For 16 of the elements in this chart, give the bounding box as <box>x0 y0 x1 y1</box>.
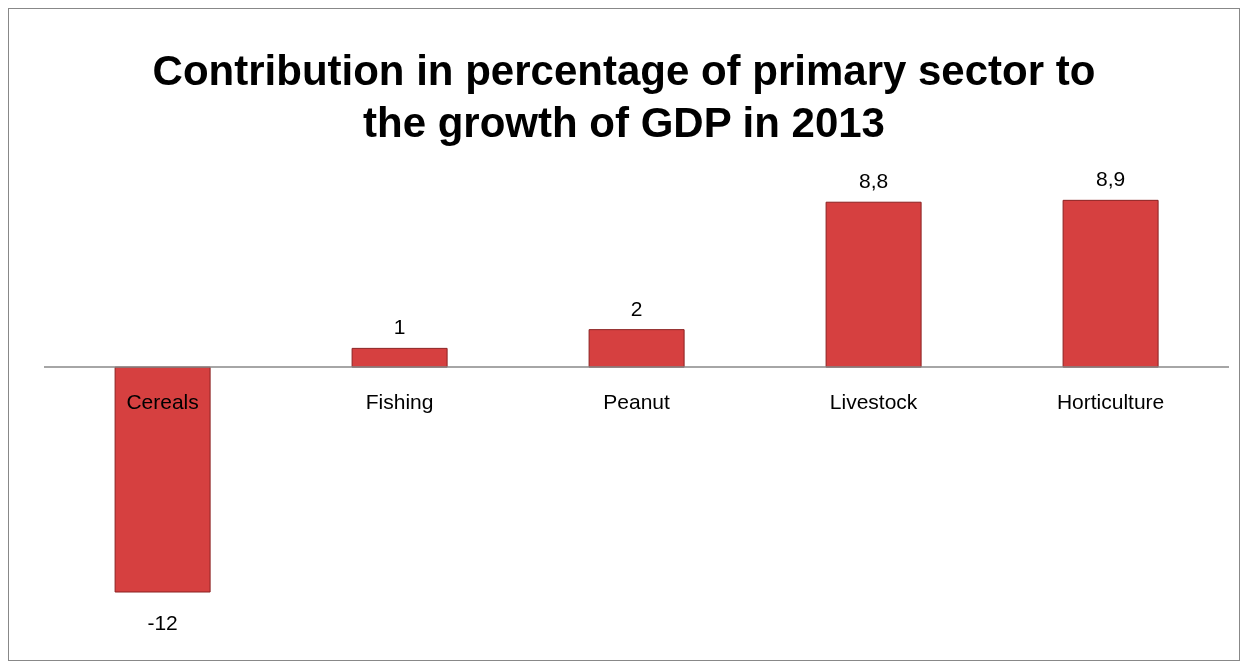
data-label: 8,8 <box>859 169 889 193</box>
x-tick-label: Livestock <box>829 390 918 414</box>
x-tick-label: Cereals <box>126 390 199 414</box>
chart-title: Contribution in percentage of primary sector to the growth of GDP in 2013 <box>151 46 1097 148</box>
bar <box>588 329 685 368</box>
bar <box>825 201 922 368</box>
bar <box>1062 199 1159 368</box>
data-label: -12 <box>147 611 178 634</box>
data-label: 8,9 <box>1096 167 1126 191</box>
x-tick-label: Fishing <box>365 390 434 414</box>
x-tick-label: Peanut <box>603 390 671 414</box>
data-label: 2 <box>630 296 643 320</box>
x-tick-label: Horticulture <box>1056 390 1165 414</box>
bar <box>351 347 448 368</box>
bar <box>114 366 211 593</box>
data-label: 1 <box>393 315 406 339</box>
